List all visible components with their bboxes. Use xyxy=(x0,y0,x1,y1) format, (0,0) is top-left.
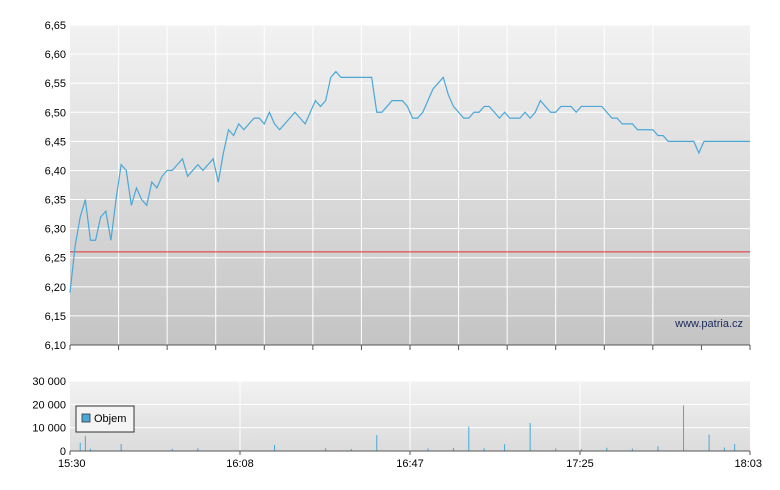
y-tick-label: 6,45 xyxy=(45,136,66,148)
price-series-line xyxy=(69,70,750,293)
volume-bar xyxy=(171,448,173,451)
volume-y-tick-label: 0 xyxy=(60,446,66,458)
x-tick-label: 17:25 xyxy=(566,458,594,470)
volume-bar xyxy=(120,444,122,451)
price-y-axis: 6,65 6,60 6,55 6,50 6,45 6,40 6,35 6,30 6,25 6,20… xyxy=(45,20,66,352)
price-grid xyxy=(70,24,750,346)
legend-swatch xyxy=(81,413,91,423)
y-tick-label: 6,10 xyxy=(45,340,66,352)
y-tick-label: 6,25 xyxy=(45,253,66,265)
volume-bar xyxy=(734,444,736,451)
volume-y-tick-label: 20 000 xyxy=(32,399,66,411)
y-tick-label: 6,55 xyxy=(45,78,66,90)
y-tick-label: 6,15 xyxy=(45,311,66,323)
volume-bar xyxy=(483,448,485,451)
y-tick-label: 6,65 xyxy=(45,20,66,32)
y-tick-label: 6,60 xyxy=(45,49,66,61)
volume-bar xyxy=(631,448,633,451)
volume-bar xyxy=(555,448,557,451)
volume-bar xyxy=(325,448,327,451)
volume-bar xyxy=(529,423,531,451)
volume-bar xyxy=(274,444,276,451)
volume-bar xyxy=(84,435,86,451)
volume-bar xyxy=(708,434,710,451)
volume-y-axis: 30 000 20 000 10 000 0 xyxy=(32,376,66,458)
volume-bar xyxy=(723,447,725,451)
y-tick-label: 6,40 xyxy=(45,165,66,177)
volume-bar xyxy=(468,426,470,451)
x-tick-label: 15:30 xyxy=(58,458,86,470)
volume-bar xyxy=(504,444,506,451)
volume-bar xyxy=(657,446,659,451)
volume-bar xyxy=(79,442,81,451)
watermark: www.patria.cz xyxy=(674,318,743,330)
volume-bar xyxy=(452,447,454,451)
volume-y-tick-label: 10 000 xyxy=(32,423,66,435)
x-tick-label: 16:47 xyxy=(396,458,424,470)
y-tick-label: 6,50 xyxy=(45,107,66,119)
volume-y-tick-label: 30 000 xyxy=(32,376,66,388)
volume-legend: Objem xyxy=(75,405,135,433)
volume-bars xyxy=(79,405,736,451)
x-tick-label: 16:08 xyxy=(226,458,254,470)
y-tick-label: 6,30 xyxy=(45,224,66,236)
price-x-ticks xyxy=(69,345,751,350)
volume-bar xyxy=(606,447,608,451)
x-tick-label: 18:03 xyxy=(734,458,762,470)
volume-bar xyxy=(89,448,91,451)
volume-x-ticks: 15:30 16:08 16:47 17:25 18:03 xyxy=(58,451,762,470)
volume-bar xyxy=(683,405,685,451)
price-panel: 6,65 6,60 6,55 6,50 6,45 6,40 6,35 6,30 6,25 6,20… xyxy=(45,20,751,352)
legend-label: Objem xyxy=(94,413,126,425)
y-tick-label: 6,20 xyxy=(45,282,66,294)
volume-bar xyxy=(197,448,199,451)
volume-bar xyxy=(350,448,352,451)
volume-bar xyxy=(376,435,378,451)
volume-bar xyxy=(427,448,429,451)
y-tick-label: 6,35 xyxy=(45,195,66,207)
volume-panel: 30 000 20 000 10 000 0 15:30 16:08 16:47 17:25… xyxy=(32,376,762,470)
volume-bar xyxy=(580,448,582,451)
